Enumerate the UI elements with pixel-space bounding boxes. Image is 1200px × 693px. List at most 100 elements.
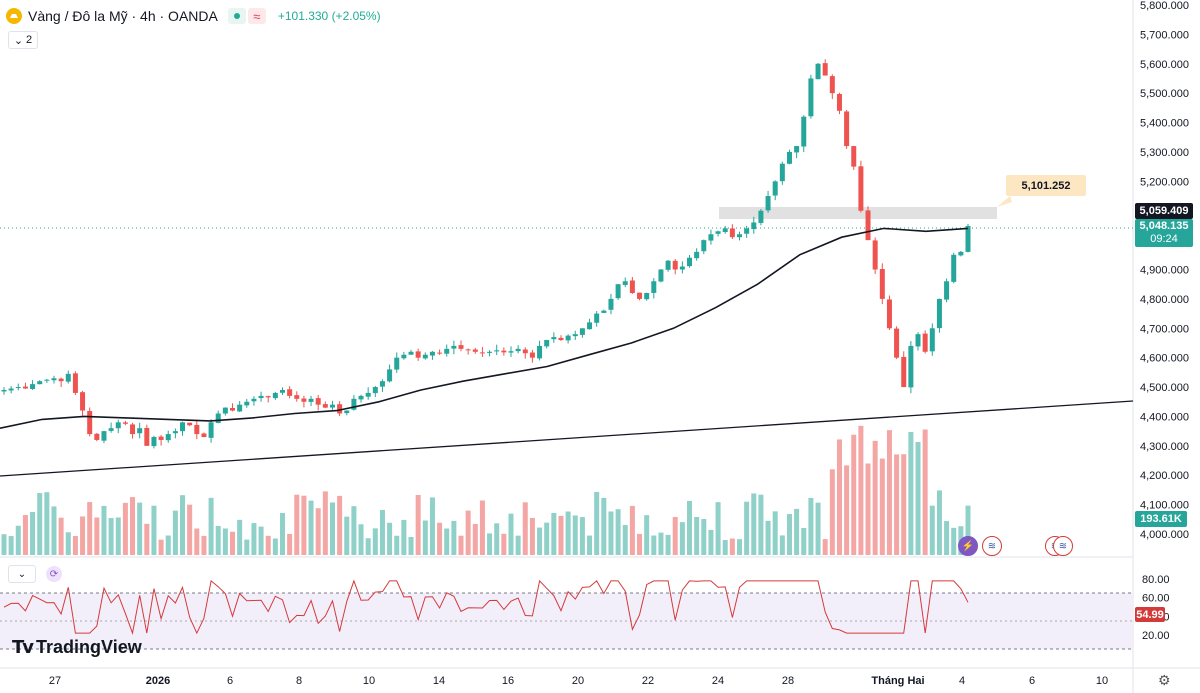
- volume-bar: [172, 510, 178, 555]
- candle-body: [265, 396, 271, 398]
- candle-body: [736, 234, 742, 238]
- candle-body: [194, 424, 200, 435]
- us-flag-icon[interactable]: ≋: [1053, 536, 1073, 556]
- volume-bar: [879, 458, 885, 555]
- volume-bar: [951, 527, 957, 555]
- candle-body: [8, 388, 14, 391]
- volume-bar: [30, 511, 36, 555]
- volume-bar: [244, 539, 250, 555]
- candle-body: [872, 240, 878, 270]
- candle-body: [751, 222, 757, 230]
- volume-bar: [744, 501, 750, 555]
- volume-bar: [294, 494, 300, 555]
- chevron-down-icon[interactable]: ⌄: [8, 565, 36, 583]
- volume-bar: [886, 430, 892, 555]
- volume-bar: [165, 535, 171, 555]
- volume-bar: [401, 519, 407, 555]
- tradingview-logo[interactable]: 𝗧𝘃 TradingView: [12, 637, 142, 658]
- volume-bar: [579, 517, 585, 555]
- volume-bar: [158, 539, 164, 555]
- candle-body: [729, 228, 735, 238]
- volume-bar: [415, 494, 421, 555]
- volume-bar: [801, 527, 807, 555]
- callout-price-tag[interactable]: 5,101.252: [1006, 175, 1086, 196]
- candle-body: [230, 407, 236, 411]
- candle-body: [415, 351, 421, 358]
- trendline[interactable]: [0, 400, 1134, 477]
- last-price-value: 5,048.135: [1139, 220, 1189, 232]
- candle-body: [44, 379, 50, 381]
- settings-icon[interactable]: ⚙: [1158, 672, 1171, 688]
- volume-bar: [587, 535, 593, 555]
- time-tick: 4: [959, 675, 965, 687]
- resistance-zone[interactable]: [719, 207, 997, 219]
- volume-bar: [494, 523, 500, 555]
- candle-body: [708, 234, 714, 241]
- volume-bar: [522, 502, 528, 555]
- lightning-icon[interactable]: ⚡: [958, 536, 978, 556]
- volume-bar: [687, 500, 693, 555]
- volume-bar: [437, 522, 443, 555]
- volume-bar: [922, 429, 928, 555]
- candle-body: [101, 431, 107, 441]
- candle-body: [329, 404, 335, 408]
- volume-bar: [15, 525, 21, 555]
- volume-bar: [115, 517, 121, 555]
- candle-body: [422, 354, 428, 359]
- volume-bars: [1, 425, 971, 555]
- candle-body: [572, 334, 578, 337]
- candle-body: [465, 349, 471, 351]
- candle-body: [544, 340, 550, 347]
- candle-body: [115, 422, 121, 429]
- box-price-tag: 5,059.409: [1135, 203, 1193, 219]
- candle-body: [694, 251, 700, 259]
- candle-body: [594, 313, 600, 323]
- symbol-title[interactable]: Vàng / Đô la Mỹ · 4h · OANDA: [28, 8, 218, 24]
- candle-body: [715, 231, 721, 234]
- time-tick: 28: [782, 675, 794, 687]
- volume-bar: [429, 497, 435, 555]
- candle-body: [487, 351, 493, 353]
- volume-bar: [222, 528, 228, 555]
- time-tick: 10: [363, 675, 375, 687]
- volume-bar: [272, 538, 278, 555]
- volume-bar: [101, 505, 107, 555]
- candle-body: [94, 433, 100, 440]
- price-tick: 4,000.000: [1140, 529, 1189, 541]
- candle-body: [72, 373, 78, 393]
- candle-body: [479, 352, 485, 354]
- candle-body: [851, 146, 857, 167]
- moving-average-line[interactable]: [0, 227, 969, 429]
- volume-bar: [122, 502, 128, 555]
- candle-body: [279, 389, 285, 393]
- candle-body: [529, 352, 535, 358]
- volume-bar: [644, 515, 650, 555]
- volume-bar: [394, 535, 400, 555]
- volume-bar: [658, 532, 664, 555]
- sync-icon[interactable]: ⟳: [46, 566, 62, 582]
- volume-bar: [944, 521, 950, 555]
- indicators-toggle[interactable]: ⌄ 2: [8, 31, 38, 49]
- candle-body: [201, 433, 207, 438]
- volume-bar: [936, 490, 942, 555]
- candle-body: [180, 422, 186, 432]
- candle-body: [337, 404, 343, 414]
- volume-bar: [479, 500, 485, 555]
- price-tick: 5,700.000: [1140, 29, 1189, 41]
- candle-body: [687, 257, 693, 267]
- time-tick: 20: [572, 675, 584, 687]
- volume-bar: [194, 528, 200, 555]
- market-status[interactable]: ≈: [227, 8, 266, 24]
- volume-bar: [230, 531, 236, 555]
- candle-body: [65, 373, 71, 382]
- candle-body: [437, 352, 443, 354]
- us-flag-icon[interactable]: ≋: [982, 536, 1002, 556]
- candle-body: [879, 269, 885, 299]
- tv-logo-icon: 𝗧𝘃: [12, 637, 34, 657]
- candle-body: [794, 146, 800, 153]
- candle-body: [836, 94, 842, 111]
- volume-bar: [594, 491, 600, 555]
- candle-body: [172, 431, 178, 434]
- gold-coin-icon: [6, 8, 22, 24]
